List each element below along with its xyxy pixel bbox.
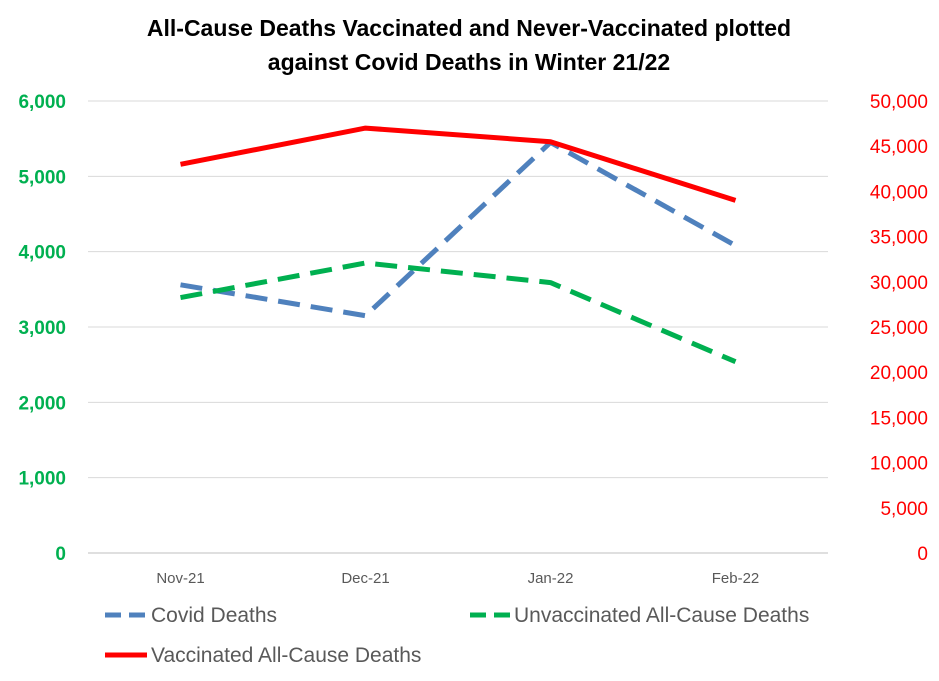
chart-title-line-1: All-Cause Deaths Vaccinated and Never-Va… — [147, 15, 791, 41]
left-y-tick-label: 2,000 — [18, 393, 66, 414]
left-y-tick-label: 1,000 — [18, 469, 66, 490]
right-y-tick-label: 0 — [917, 544, 928, 565]
left-y-tick-label: 5,000 — [18, 167, 66, 188]
x-tick-label: Dec-21 — [341, 570, 389, 587]
right-y-tick-label: 25,000 — [870, 318, 928, 339]
legend-label: Covid Deaths — [151, 604, 277, 627]
right-y-tick-label: 15,000 — [870, 408, 928, 429]
x-tick-label: Feb-22 — [712, 570, 760, 587]
x-tick-label: Jan-22 — [528, 570, 574, 587]
series-line-vaccinated-all-cause-deaths — [180, 125, 737, 203]
right-y-tick-label: 35,000 — [870, 228, 928, 249]
series-line-covid-deaths — [180, 139, 737, 319]
right-y-tick-label: 5,000 — [880, 499, 928, 520]
right-y-tick-label: 50,000 — [870, 92, 928, 113]
series-line-unvaccinated-all-cause-deaths — [180, 260, 737, 364]
axis-ticks: 0 1,000 2,000 3,000 4,000 5,000 6,000 0 5,000 10,… — [18, 92, 928, 587]
right-y-tick-label: 20,000 — [870, 363, 928, 384]
legend-label: Vaccinated All-Cause Deaths — [151, 644, 421, 667]
right-y-tick-label: 30,000 — [870, 273, 928, 294]
plot-series — [180, 125, 737, 364]
left-y-tick-label: 3,000 — [18, 318, 66, 339]
gridlines — [88, 100, 828, 554]
left-y-tick-label: 6,000 — [18, 92, 66, 113]
x-tick-label: Nov-21 — [156, 570, 204, 587]
chart-title-line-2: against Covid Deaths in Winter 21/22 — [268, 49, 670, 75]
right-y-tick-label: 10,000 — [870, 454, 928, 475]
left-y-tick-label: 4,000 — [18, 243, 66, 264]
left-y-tick-label: 0 — [55, 544, 66, 565]
legend: Covid Deaths Unvaccinated All-Cause Death… — [105, 604, 809, 667]
right-y-tick-label: 45,000 — [870, 137, 928, 158]
legend-label: Unvaccinated All-Cause Deaths — [514, 604, 809, 627]
right-y-tick-label: 40,000 — [870, 182, 928, 203]
